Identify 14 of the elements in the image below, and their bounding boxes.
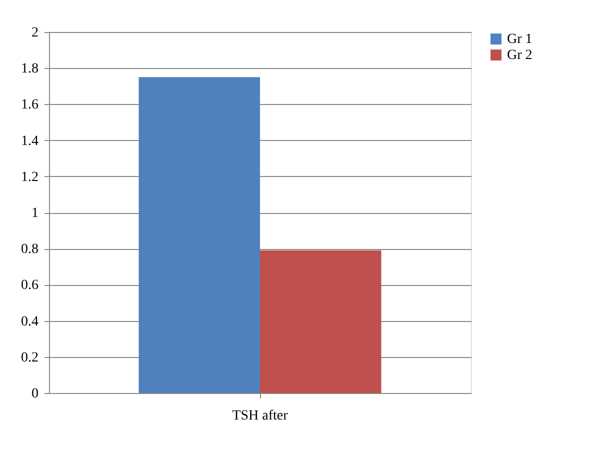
legend-label: Gr 2 (507, 48, 532, 63)
y-tick-label: 0.2 (21, 350, 38, 366)
y-tick-label: 2 (32, 26, 38, 40)
y-tick-label: 1.2 (21, 170, 38, 185)
y-tick-label: 0 (32, 386, 38, 402)
y-tick-label: 1.4 (21, 134, 38, 149)
y-tick-label: 0.4 (21, 314, 38, 330)
y-tick-label: 1 (32, 206, 38, 221)
y-tick-label: 0.6 (21, 278, 38, 294)
y-tick-label: 1.6 (21, 98, 38, 113)
y-tick-label: 1.8 (21, 62, 38, 77)
y-tick-label: 0.8 (21, 242, 38, 258)
x-tick-label: TSH after (232, 408, 288, 424)
legend-label: Gr 1 (507, 32, 532, 47)
